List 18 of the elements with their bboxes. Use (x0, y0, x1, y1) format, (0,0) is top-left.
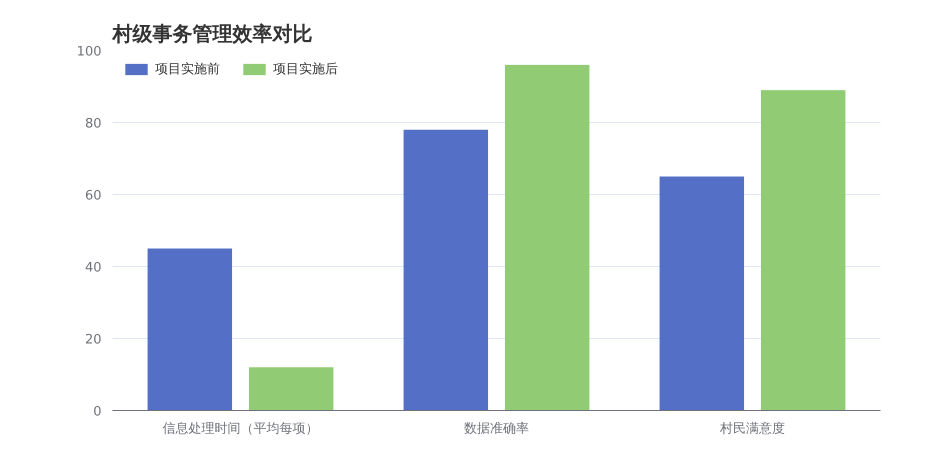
bar (760, 90, 846, 410)
y-tick-label: 80 (84, 116, 102, 132)
legend-label: 项目实施后 (273, 61, 338, 78)
bar (660, 176, 744, 410)
bar (148, 248, 232, 410)
y-tick-label: 60 (84, 188, 102, 204)
legend-label: 项目实施前 (155, 61, 220, 78)
bar (248, 367, 334, 410)
x-tick-label: 村民满意度 (719, 420, 785, 436)
y-tick-label: 40 (84, 260, 102, 276)
y-tick-label: 100 (76, 44, 102, 60)
x-tick-label: 信息处理时间（平均每项） (162, 422, 318, 436)
bar (404, 130, 488, 410)
y-tick-label: 0 (93, 404, 102, 420)
y-tick-label: 20 (84, 332, 102, 348)
bar (504, 64, 590, 410)
chart-title: 村级事务管理效率对比 (112, 22, 312, 46)
x-tick-label: 数据准确率 (464, 420, 529, 436)
